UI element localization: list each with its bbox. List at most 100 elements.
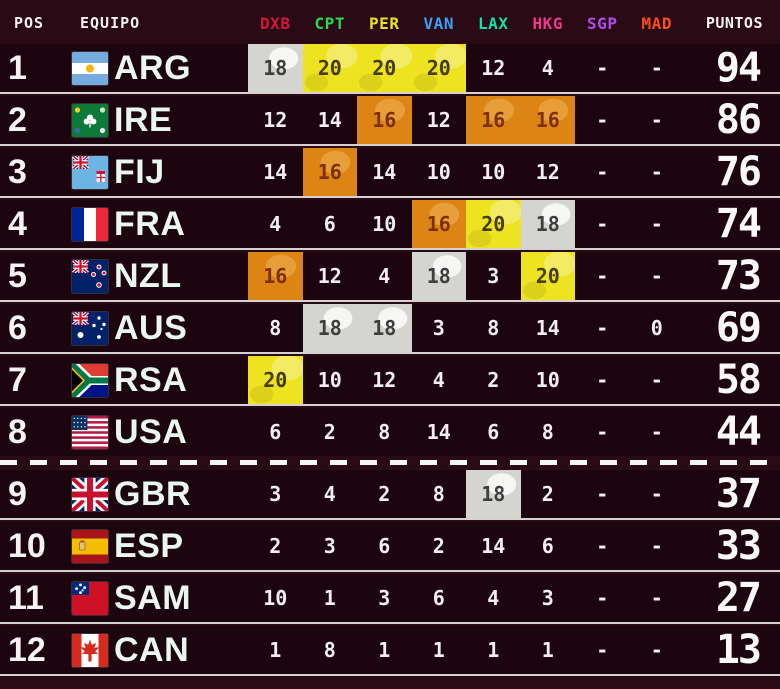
- team-row-ire: 2 IRE 12 14 16 12 16 16- -86: [0, 96, 780, 146]
- position-cell: 9: [8, 474, 27, 513]
- column-header-lax: LAX: [478, 13, 509, 33]
- total-points-cell: 74: [715, 201, 762, 247]
- team-row-esp: 10 ESP 2 3 6 2 14 6 - - 33: [0, 522, 780, 572]
- flag-fij-icon: [72, 155, 114, 189]
- team-code: AUS: [114, 308, 188, 347]
- position-cell: 1: [8, 48, 27, 87]
- team-column-header: EQUIPO: [80, 14, 141, 32]
- result-cell-van: 1: [432, 638, 445, 662]
- total-points-cell: 86: [715, 97, 762, 143]
- result-cell-sgp: -: [596, 586, 609, 610]
- position-cell: 5: [8, 256, 27, 295]
- position-cell: 6: [8, 308, 27, 347]
- result-cell-dxb: 14: [263, 160, 288, 184]
- result-cell-mad: -: [650, 638, 663, 662]
- team-code: SAM: [114, 578, 192, 617]
- result-cell-sgp: -: [596, 56, 609, 80]
- result-cell-dxb: 10: [263, 586, 288, 610]
- team-code: ESP: [114, 526, 184, 565]
- column-header-cpt: CPT: [314, 13, 345, 33]
- column-header-sgp: SGP: [587, 13, 618, 33]
- team-row-rsa: 7 RSA 20 10 12 4 2 10 - - 58: [0, 356, 780, 406]
- position-cell: 12: [8, 630, 46, 669]
- team-code: ARG: [114, 48, 192, 87]
- result-cell-van: 14: [426, 420, 451, 444]
- result-cell-hkg: 3: [541, 586, 554, 610]
- result-cell-cpt: 4: [323, 482, 336, 506]
- result-cell-mad: -: [650, 56, 663, 80]
- result-cell-cpt: 14: [317, 108, 342, 132]
- position-cell: 8: [8, 412, 27, 451]
- result-cell-van: 12: [426, 108, 451, 132]
- result-cells: 1 8 1 1 1 1 - -: [248, 626, 684, 674]
- result-cell-van: 2: [432, 534, 445, 558]
- result-cell-sgp: -: [596, 638, 609, 662]
- result-cell-lax: 2: [487, 368, 500, 392]
- result-cells: 2 3 6 2 14 6 - -: [248, 522, 684, 570]
- column-header-mad: MAD: [641, 13, 672, 33]
- result-cell-hkg: 4: [541, 56, 554, 80]
- result-cell-per: 16: [357, 96, 412, 144]
- result-cells: 16 12 4 18 3 20- -: [248, 252, 684, 300]
- result-cell-per: 1: [378, 638, 391, 662]
- result-cell-lax: 6: [487, 420, 500, 444]
- team-row-usa: 8 USA 6 2 8 14 6 8 - - 44: [0, 408, 780, 456]
- flag-can-icon: [72, 633, 114, 667]
- result-cell-dxb: 12: [263, 108, 288, 132]
- position-column-header: POS: [14, 14, 45, 32]
- result-cell-sgp: -: [596, 108, 609, 132]
- result-cell-cpt: 10: [317, 368, 342, 392]
- result-cell-hkg: 20: [520, 252, 575, 300]
- result-cell-cpt: 16: [302, 148, 357, 196]
- total-points-cell: 73: [715, 253, 762, 299]
- team-code: FRA: [114, 204, 186, 243]
- result-cell-hkg: 1: [541, 638, 554, 662]
- column-header-dxb: DXB: [260, 13, 291, 33]
- team-code: RSA: [114, 360, 188, 399]
- result-cell-hkg: 2: [541, 482, 554, 506]
- result-cell-per: 14: [372, 160, 397, 184]
- result-cells: 12 14 16 12 16 16- -: [248, 96, 684, 144]
- result-cell-mad: -: [650, 420, 663, 444]
- result-cells: 10 1 3 6 4 3 - -: [248, 574, 684, 622]
- total-points-cell: 44: [715, 409, 762, 455]
- flag-nzl-icon: [72, 259, 114, 293]
- result-cell-per: 4: [378, 264, 391, 288]
- result-cell-mad: -: [650, 534, 663, 558]
- team-code: FIJ: [114, 152, 165, 191]
- result-cell-sgp: -: [596, 160, 609, 184]
- result-cell-per: 8: [378, 420, 391, 444]
- result-cell-lax: 14: [481, 534, 506, 558]
- result-cell-van: 10: [426, 160, 451, 184]
- result-cell-van: 16: [411, 200, 466, 248]
- result-cell-sgp: -: [596, 534, 609, 558]
- result-cell-per: 18: [357, 304, 412, 352]
- total-points-cell: 33: [715, 523, 762, 569]
- result-cells: 14 16 14 10 10 12 - -: [248, 148, 684, 196]
- result-cell-mad: -: [650, 482, 663, 506]
- result-cells: 3 4 2 8 18 2 - -: [248, 470, 684, 518]
- qualification-cutoff-dashed-line: [0, 460, 780, 465]
- position-cell: 3: [8, 152, 27, 191]
- standings-rows: 1 ARG 18 20 20 20 12 4- -94 2 IRE 12 14 16 12 16 16- -86 3…: [0, 44, 780, 676]
- position-cell: 10: [8, 526, 46, 565]
- result-cell-dxb: 1: [269, 638, 282, 662]
- result-cell-sgp: -: [596, 368, 609, 392]
- flag-gbr-icon: [72, 477, 114, 511]
- result-cell-sgp: -: [596, 264, 609, 288]
- result-cell-per: 6: [378, 534, 391, 558]
- team-code: GBR: [114, 474, 192, 513]
- team-code: USA: [114, 412, 188, 451]
- team-row-gbr: 9 GBR 3 4 2 8 18 2 - - 37: [0, 470, 780, 520]
- result-cell-mad: -: [650, 108, 663, 132]
- result-cell-lax: 16: [466, 96, 521, 144]
- result-cell-dxb: 2: [269, 534, 282, 558]
- result-cell-per: 12: [372, 368, 397, 392]
- result-cell-lax: 4: [487, 586, 500, 610]
- total-points-cell: 94: [715, 45, 762, 91]
- result-cell-sgp: -: [596, 482, 609, 506]
- total-points-cell: 58: [715, 357, 762, 403]
- result-cell-sgp: -: [596, 316, 609, 340]
- result-cell-lax: 1: [487, 638, 500, 662]
- result-cell-lax: 8: [487, 316, 500, 340]
